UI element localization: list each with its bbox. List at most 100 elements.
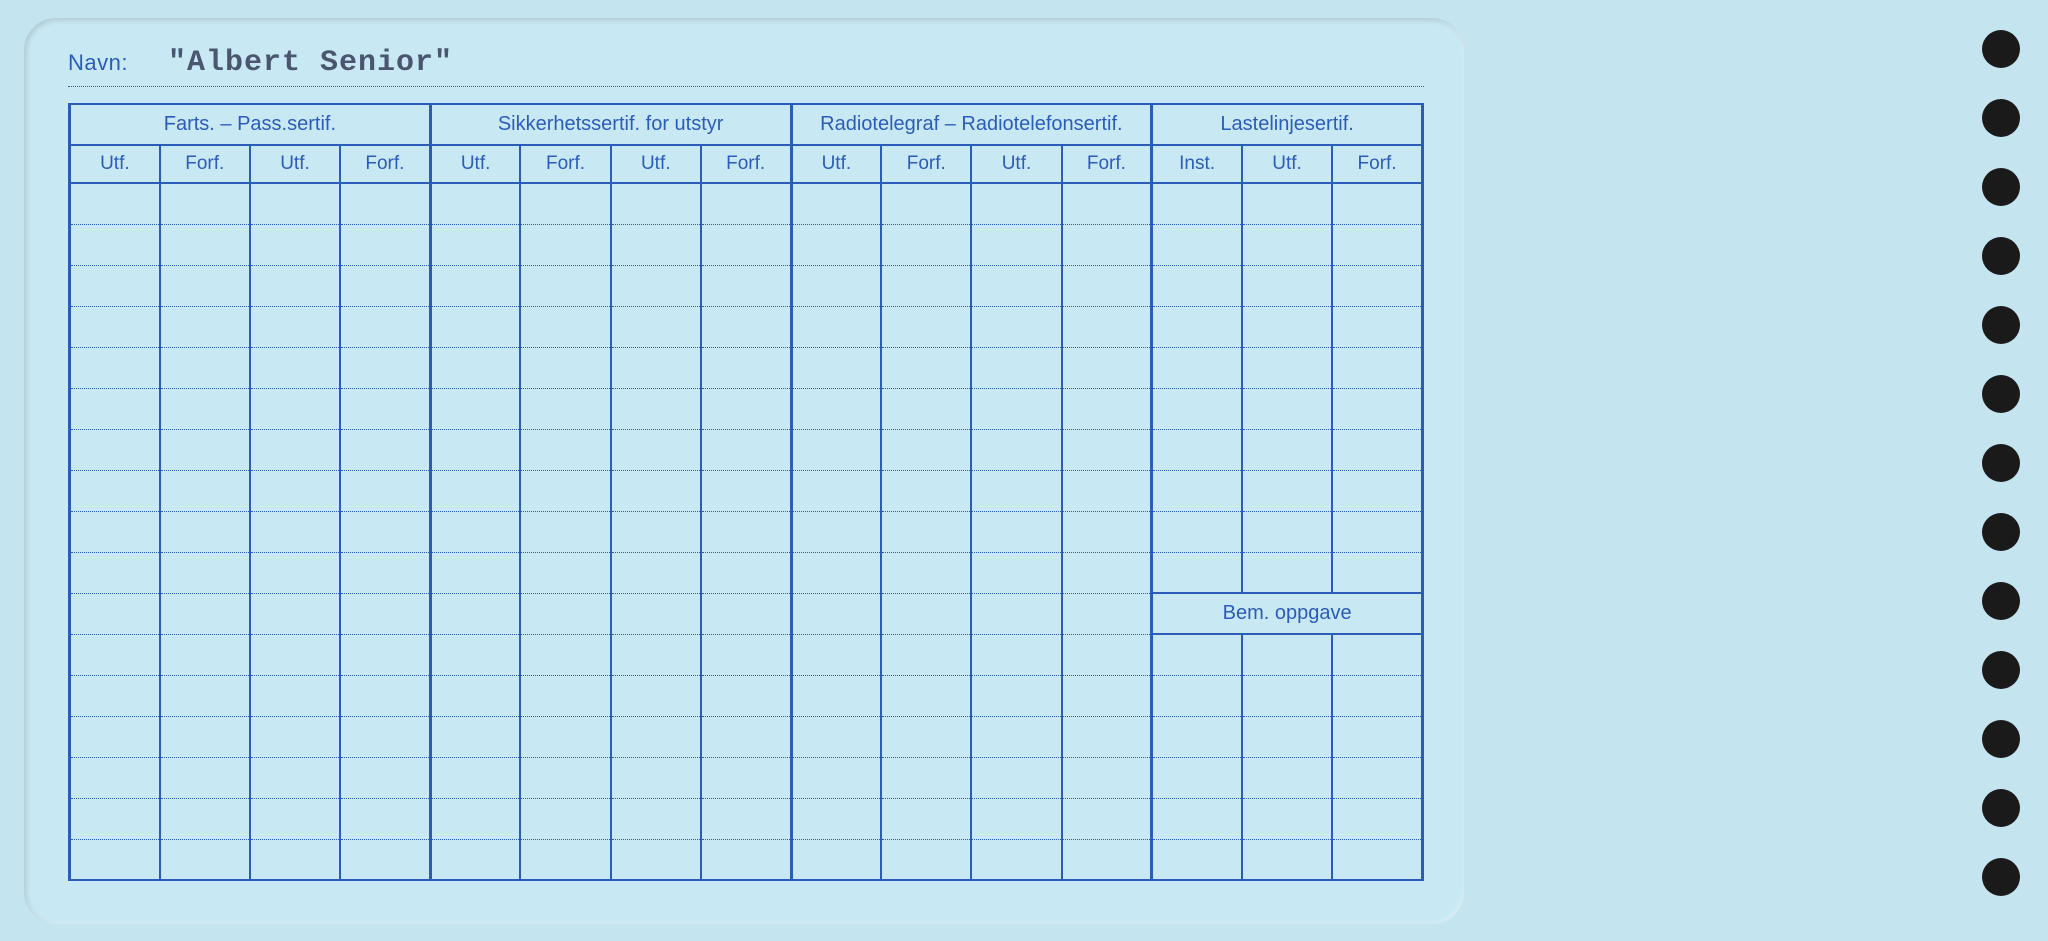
table-cell xyxy=(70,675,160,716)
table-cell xyxy=(611,675,701,716)
punch-holes xyxy=(1982,30,2020,896)
table-cell xyxy=(1332,511,1422,552)
subcol-header: Inst. xyxy=(1152,145,1242,183)
table-cell xyxy=(430,306,520,347)
subcol-header: Forf. xyxy=(701,145,791,183)
table-cell xyxy=(340,347,430,388)
table-cell xyxy=(1332,716,1422,757)
group-header: Sikkerhetssertif. for utstyr xyxy=(430,104,791,145)
table-cell xyxy=(250,265,340,306)
table-cell xyxy=(971,839,1061,880)
table-cell xyxy=(1242,716,1332,757)
table-cell xyxy=(1242,511,1332,552)
table-cell xyxy=(1332,224,1422,265)
table-cell xyxy=(430,347,520,388)
table-cell xyxy=(250,634,340,675)
table-cell xyxy=(430,634,520,675)
table-cell xyxy=(1152,388,1242,429)
table-cell xyxy=(701,347,791,388)
table-cell xyxy=(160,183,250,224)
table-cell xyxy=(1152,552,1242,593)
subcol-header: Utf. xyxy=(430,145,520,183)
table-cell xyxy=(1062,511,1152,552)
table-cell xyxy=(1242,839,1332,880)
table-cell xyxy=(791,511,881,552)
table-cell xyxy=(430,675,520,716)
table-cell xyxy=(701,183,791,224)
table-row xyxy=(70,429,1423,470)
table-cell xyxy=(701,265,791,306)
table-cell xyxy=(250,798,340,839)
table-cell xyxy=(1332,347,1422,388)
table-cell xyxy=(1242,265,1332,306)
table-cell xyxy=(70,839,160,880)
table-cell xyxy=(1242,757,1332,798)
table-cell xyxy=(611,511,701,552)
table-cell xyxy=(250,511,340,552)
certificate-table: Farts. – Pass.sertif.Sikkerhetssertif. f… xyxy=(68,103,1424,881)
table-cell xyxy=(1242,552,1332,593)
table-cell xyxy=(1332,675,1422,716)
table-cell xyxy=(1152,306,1242,347)
table-cell xyxy=(881,593,971,634)
table-cell xyxy=(520,798,610,839)
table-cell xyxy=(160,552,250,593)
table-cell xyxy=(160,675,250,716)
punch-hole xyxy=(1982,99,2020,137)
table-cell xyxy=(430,839,520,880)
punch-hole xyxy=(1982,168,2020,206)
table-cell xyxy=(1152,265,1242,306)
table-cell xyxy=(1062,224,1152,265)
table-cell xyxy=(520,552,610,593)
table-cell xyxy=(520,757,610,798)
table-cell xyxy=(520,183,610,224)
table-row xyxy=(70,634,1423,675)
subcol-header: Utf. xyxy=(611,145,701,183)
table-cell xyxy=(1152,675,1242,716)
table-cell xyxy=(430,183,520,224)
table-cell xyxy=(701,306,791,347)
table-row xyxy=(70,183,1423,224)
table-cell xyxy=(791,347,881,388)
table-cell xyxy=(430,388,520,429)
table-cell xyxy=(340,429,430,470)
table-cell xyxy=(791,552,881,593)
table-row xyxy=(70,265,1423,306)
table-cell xyxy=(701,716,791,757)
table-cell xyxy=(1152,839,1242,880)
table-cell xyxy=(340,716,430,757)
table-cell xyxy=(701,224,791,265)
table-cell xyxy=(160,757,250,798)
table-cell xyxy=(250,224,340,265)
table-cell xyxy=(1062,716,1152,757)
table-cell xyxy=(881,634,971,675)
table-cell xyxy=(70,470,160,511)
table-cell xyxy=(701,634,791,675)
table-cell xyxy=(340,593,430,634)
table-cell xyxy=(70,552,160,593)
table-wrap: Farts. – Pass.sertif.Sikkerhetssertif. f… xyxy=(68,103,1424,881)
table-cell xyxy=(160,593,250,634)
table-cell xyxy=(971,224,1061,265)
table-cell xyxy=(520,306,610,347)
table-cell xyxy=(520,429,610,470)
punch-hole xyxy=(1982,858,2020,896)
table-cell xyxy=(1152,470,1242,511)
table-cell xyxy=(611,798,701,839)
table-cell xyxy=(881,675,971,716)
table-cell xyxy=(971,306,1061,347)
table-cell xyxy=(611,347,701,388)
table-cell xyxy=(881,839,971,880)
punch-hole xyxy=(1982,306,2020,344)
table-cell xyxy=(160,388,250,429)
table-cell xyxy=(1062,798,1152,839)
table-cell xyxy=(340,511,430,552)
table-head: Farts. – Pass.sertif.Sikkerhetssertif. f… xyxy=(70,104,1423,183)
table-cell xyxy=(520,347,610,388)
table-cell xyxy=(520,224,610,265)
table-cell xyxy=(160,634,250,675)
table-cell xyxy=(1062,388,1152,429)
table-cell xyxy=(971,593,1061,634)
table-row xyxy=(70,839,1423,880)
table-cell xyxy=(791,593,881,634)
